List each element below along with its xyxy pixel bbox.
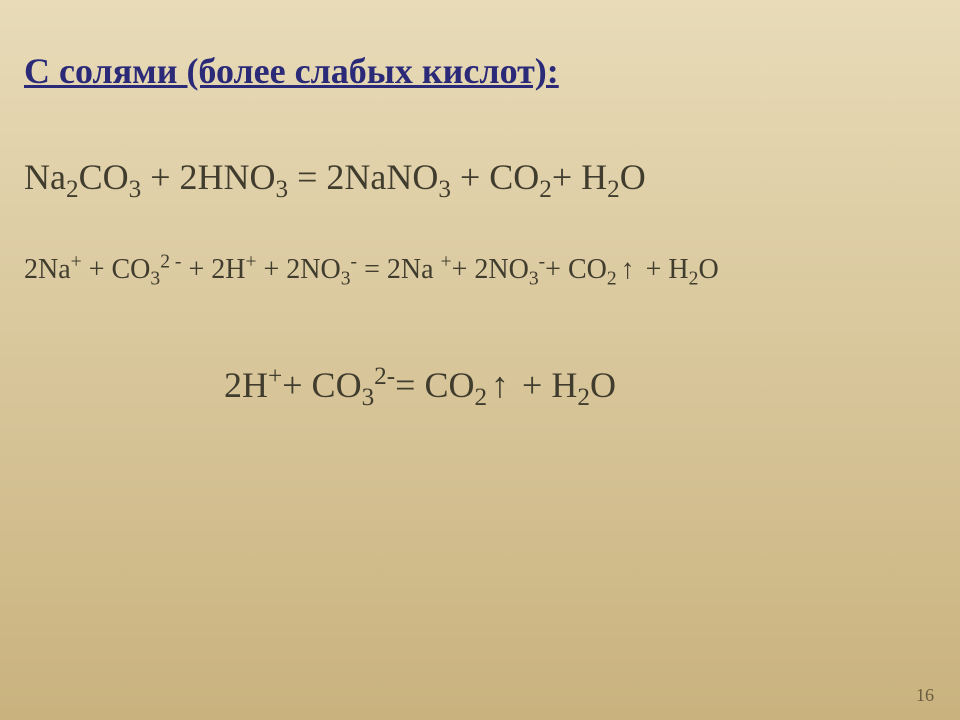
subscript: 3 (129, 176, 142, 203)
eq-text: + H (513, 365, 577, 405)
eq-text: = 2NaNO (288, 157, 438, 197)
eq-text: = 2Na (357, 254, 440, 285)
superscript: 2 - (160, 252, 181, 273)
superscript: + (441, 252, 452, 273)
eq-text: O (620, 157, 646, 197)
up-arrow-icon: ↑ (491, 360, 509, 410)
subscript: 3 (275, 176, 288, 203)
eq-text: + 2H (181, 254, 245, 285)
subscript: 3 (362, 384, 375, 411)
eq-text: + 2NO (452, 254, 529, 285)
superscript: 2- (374, 363, 395, 390)
eq-text: CO (79, 157, 129, 197)
subscript: 2 (577, 384, 590, 411)
subscript: 2 (689, 269, 699, 290)
subscript: 2 (607, 176, 620, 203)
superscript: + (245, 252, 256, 273)
eq-text: = CO (395, 365, 474, 405)
eq-text: 2H (224, 365, 268, 405)
eq-text: + H (552, 157, 607, 197)
eq-text: Na (24, 157, 66, 197)
eq-text: + CO (82, 254, 151, 285)
equation-ionic-full: 2Na+ + CO32 - + 2H+ + 2NO3- = 2Na ++ 2NO… (24, 250, 936, 289)
subscript: 3 (150, 269, 160, 290)
up-arrow-icon: ↑ (621, 250, 635, 289)
eq-text: 2Na (24, 254, 71, 285)
superscript: + (71, 252, 82, 273)
page-number: 16 (916, 685, 934, 706)
subscript: 3 (341, 269, 351, 290)
superscript: + (268, 363, 282, 390)
subscript: 3 (529, 269, 539, 290)
eq-text: + CO (282, 365, 361, 405)
equation-net-ionic: 2H++ CO32-= CO2↑ + H2O (24, 360, 936, 410)
eq-text: + CO (451, 157, 539, 197)
eq-text: + CO (545, 254, 607, 285)
subscript: 2 (474, 384, 487, 411)
eq-text: + H (639, 254, 689, 285)
eq-text: O (698, 254, 718, 285)
eq-text: O (590, 365, 616, 405)
slide-title: С солями (более слабых кислот): (24, 50, 936, 92)
subscript: 2 (607, 269, 617, 290)
subscript: 2 (539, 176, 552, 203)
eq-text: + 2HNO (141, 157, 275, 197)
subscript: 3 (438, 176, 451, 203)
subscript: 2 (66, 176, 79, 203)
equation-molecular: Na2CO3 + 2HNO3 = 2NaNO3 + CO2+ H2O (24, 152, 936, 202)
eq-text: + 2NO (257, 254, 341, 285)
